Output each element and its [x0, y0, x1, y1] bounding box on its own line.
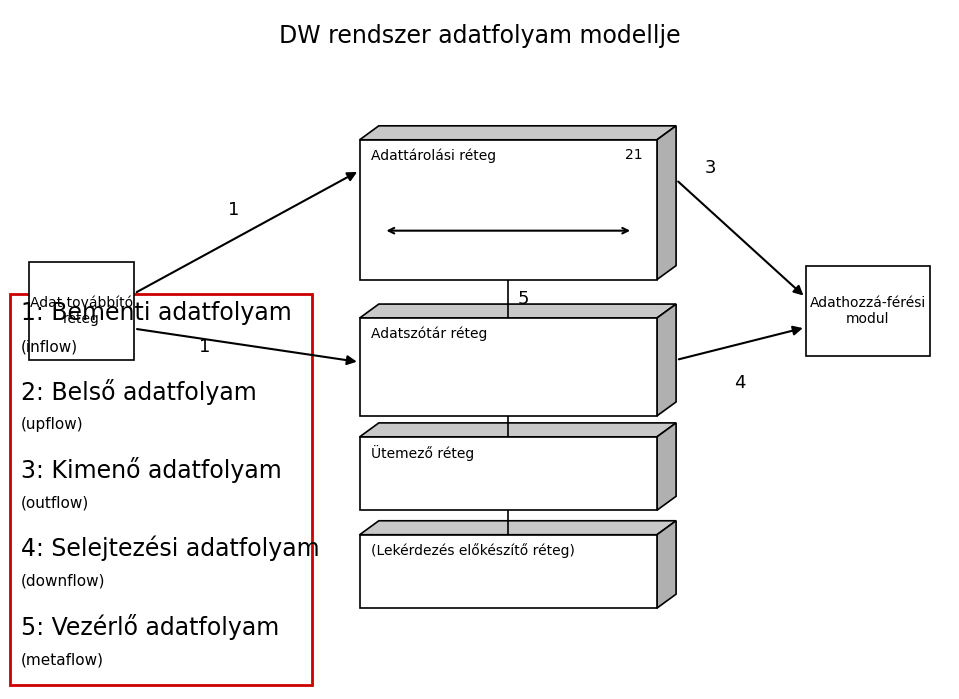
Polygon shape: [657, 521, 676, 608]
Bar: [806, 266, 930, 356]
Polygon shape: [360, 423, 676, 437]
Polygon shape: [360, 140, 657, 280]
Text: 1: Bementi adatfolyam: 1: Bementi adatfolyam: [21, 301, 292, 324]
Bar: [10, 294, 312, 685]
Text: (Lekérdezés előkészítő réteg): (Lekérdezés előkészítő réteg): [371, 543, 575, 558]
Text: Adathozzá-férési
modul: Adathozzá-férési modul: [809, 296, 926, 326]
Text: Adat továbbító
réteg: Adat továbbító réteg: [30, 296, 133, 326]
Text: (metaflow): (metaflow): [21, 652, 105, 667]
Text: 5: Vezérlő adatfolyam: 5: Vezérlő adatfolyam: [21, 614, 279, 640]
Text: 3: Kimenő adatfolyam: 3: Kimenő adatfolyam: [21, 457, 282, 483]
Text: 1: 1: [228, 201, 239, 219]
Polygon shape: [360, 318, 657, 416]
Text: (outflow): (outflow): [21, 496, 89, 510]
Text: Adatszótár réteg: Adatszótár réteg: [371, 326, 487, 341]
Text: (downflow): (downflow): [21, 574, 105, 589]
Text: 3: 3: [705, 159, 716, 177]
Text: 5: 5: [518, 290, 529, 308]
Text: 21: 21: [625, 148, 643, 162]
Polygon shape: [360, 437, 657, 510]
Polygon shape: [360, 304, 676, 318]
Polygon shape: [360, 535, 657, 608]
Text: (inflow): (inflow): [21, 339, 79, 354]
Text: 4: Selejtezési adatfolyam: 4: Selejtezési adatfolyam: [21, 535, 319, 561]
Text: DW rendszer adatfolyam modellje: DW rendszer adatfolyam modellje: [279, 24, 680, 48]
Text: 4: 4: [734, 374, 745, 392]
Bar: [29, 262, 134, 360]
Polygon shape: [657, 126, 676, 280]
Polygon shape: [360, 126, 676, 140]
Polygon shape: [360, 521, 676, 535]
Polygon shape: [657, 304, 676, 416]
Text: 2: Belső adatfolyam: 2: Belső adatfolyam: [21, 379, 257, 405]
Text: Adattárolási réteg: Adattárolási réteg: [371, 148, 496, 163]
Text: Ütemező réteg: Ütemező réteg: [371, 445, 475, 461]
Polygon shape: [657, 423, 676, 510]
Text: (upflow): (upflow): [21, 417, 83, 432]
Text: 1: 1: [199, 338, 210, 356]
